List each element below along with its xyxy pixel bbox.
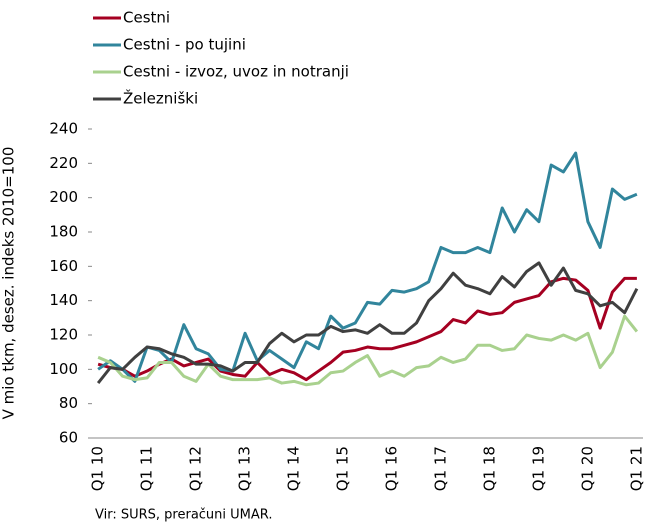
- x-tick-label: Q1 21: [627, 446, 645, 491]
- y-tick-label: 220: [49, 154, 78, 172]
- x-tick-label: Q1 17: [431, 446, 449, 491]
- x-tick-label: Q1 10: [89, 446, 107, 491]
- x-tick-label: Q1 14: [285, 446, 303, 491]
- x-tick-label: Q1 18: [480, 446, 498, 491]
- y-tick-label: 160: [49, 257, 78, 275]
- x-tick-label: Q1 12: [187, 446, 205, 491]
- x-tick-label: Q1 15: [334, 446, 352, 491]
- series-line: [97, 151, 638, 383]
- series-line: [96, 261, 639, 385]
- x-tick-label: Q1 11: [138, 446, 156, 491]
- y-tick-label: 240: [49, 120, 78, 138]
- y-tick-label: 80: [59, 394, 78, 412]
- source-note: Vir: SURS, preračuni UMAR.: [95, 508, 272, 523]
- y-tick-label: 180: [49, 223, 78, 241]
- legend-label: Cestni: [123, 9, 170, 27]
- y-tick-label: 60: [59, 429, 78, 447]
- x-tick-label: Q1 20: [578, 446, 596, 491]
- y-tick-label: 100: [49, 360, 78, 378]
- series-line: [97, 276, 637, 382]
- legend-label: Železniški: [123, 89, 198, 108]
- x-tick-label: Q1 16: [382, 446, 400, 491]
- y-tick-label: 120: [49, 326, 78, 344]
- legend-label: Cestni - izvoz, uvoz in notranji: [123, 63, 349, 81]
- series-line: [97, 314, 639, 387]
- x-tick-label: Q1 19: [529, 446, 547, 491]
- legend-label: Cestni - po tujini: [123, 36, 246, 54]
- y-axis-title: V mio tkm, desez. indeks 2010=100: [0, 147, 18, 420]
- x-tick-label: Q1 13: [236, 446, 254, 491]
- y-tick-label: 200: [49, 188, 78, 206]
- y-tick-label: 140: [49, 291, 78, 309]
